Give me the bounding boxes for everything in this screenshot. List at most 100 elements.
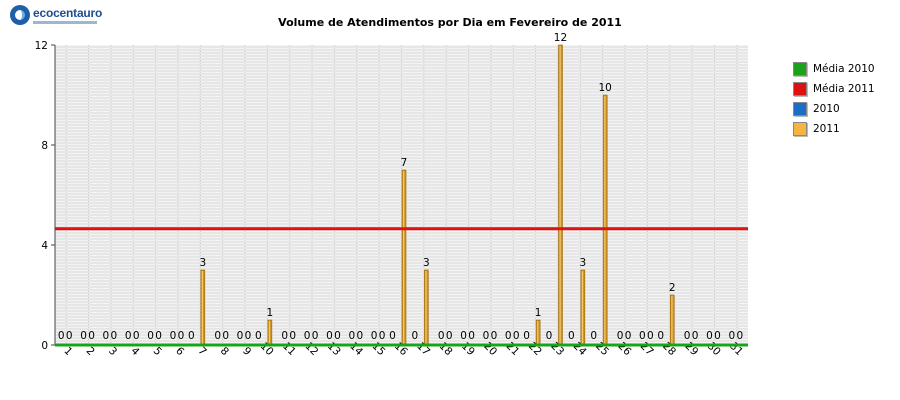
data-label-2010: 0 [371,330,378,342]
logo-tagline-bar [33,21,97,24]
data-label-2010: 0 [706,330,713,342]
data-label-2010: 0 [389,330,396,342]
legend-item: Média 2011 [793,81,893,101]
data-label-2011: 0 [66,330,73,342]
data-label-2011: 0 [289,330,296,342]
data-label-2011: 0 [736,330,743,342]
data-label-2011: 0 [155,330,162,342]
x-tick-label: 8 [218,345,231,358]
data-label-2011: 0 [312,330,319,342]
data-label-2011: 7 [401,157,408,169]
y-tick-label: 0 [41,340,48,352]
data-label-2010: 0 [214,330,221,342]
data-label-2010: 0 [170,330,177,342]
data-label-2011: 12 [554,32,567,44]
bar-2011-highlight [425,271,427,344]
data-label-2010: 0 [188,330,195,342]
bar-2011-highlight [581,271,584,344]
data-label-2011: 3 [423,257,430,269]
data-label-2011: 3 [199,257,206,269]
chart-legend: Média 2010 Média 2011 2010 2011 [793,61,893,141]
data-label-2011: 0 [647,330,654,342]
x-tick-label: 4 [128,345,141,358]
y-tick-label: 12 [35,40,48,52]
data-label-2010: 0 [58,330,65,342]
data-label-2011: 3 [579,257,586,269]
data-label-2011: 0 [513,330,520,342]
bar-2011-highlight [201,271,204,344]
y-tick-label: 4 [41,240,48,252]
legend-swatch [793,122,807,136]
data-label-2011: 0 [468,330,475,342]
data-label-2010: 0 [237,330,244,342]
legend-item: 2011 [793,121,893,141]
legend-item: Média 2010 [793,61,893,81]
data-label-2010: 0 [412,330,419,342]
data-label-2011: 1 [535,307,542,319]
data-label-2011: 0 [446,330,453,342]
data-label-2010: 0 [590,330,597,342]
x-tick-label: 2 [84,345,97,358]
data-label-2011: 0 [379,330,386,342]
data-label-2010: 0 [281,330,288,342]
data-label-2011: 0 [334,330,341,342]
data-label-2011: 0 [491,330,498,342]
bar-2011-highlight [671,296,673,344]
x-tick-label: 9 [240,345,253,358]
data-label-2011: 0 [178,330,185,342]
legend-label: Média 2010 [813,63,875,75]
data-label-2010: 0 [348,330,355,342]
data-label-2010: 0 [639,330,646,342]
data-label-2011: 10 [599,82,612,94]
data-label-2010: 0 [546,330,553,342]
data-label-2010: 0 [617,330,624,342]
logo-text: ecocentauro [33,6,103,20]
data-label-2011: 0 [222,330,229,342]
logo-mark-icon [10,5,30,25]
x-tick-label: 6 [173,345,186,358]
data-label-2011: 0 [625,330,632,342]
bar-2011-highlight [268,321,271,344]
data-label-2011: 0 [88,330,95,342]
data-label-2011: 0 [692,330,699,342]
data-label-2010: 0 [483,330,490,342]
bar-2011-highlight [403,171,405,344]
data-label-2011: 1 [267,307,274,319]
x-tick-label: 3 [106,345,119,358]
legend-label: 2010 [813,103,840,115]
y-tick-label: 8 [41,140,48,152]
data-label-2011: 0 [356,330,363,342]
data-label-2010: 0 [684,330,691,342]
data-label-2011: 0 [111,330,118,342]
bar-2011-highlight [559,46,561,344]
legend-label: Média 2011 [813,83,875,95]
data-label-2010: 0 [326,330,333,342]
x-tick-label: 7 [195,345,208,358]
data-label-2011: 0 [133,330,140,342]
data-label-2011: 0 [245,330,252,342]
data-label-2010: 0 [657,330,664,342]
legend-item: 2010 [793,101,893,121]
data-label-2010: 0 [460,330,467,342]
legend-swatch [793,102,807,116]
data-label-2010: 0 [438,330,445,342]
data-label-2010: 0 [80,330,87,342]
data-label-2010: 0 [125,330,132,342]
data-label-2011: 2 [669,282,676,294]
bar-2011-highlight [604,96,606,344]
data-label-2010: 0 [304,330,311,342]
logo: ecocentauro [10,4,120,28]
data-label-2011: 0 [714,330,721,342]
data-label-2010: 0 [147,330,154,342]
x-tick-label: 5 [151,345,164,358]
bar-2011-highlight [537,321,539,344]
data-label-2010: 0 [568,330,575,342]
legend-label: 2011 [813,123,840,135]
data-label-2010: 0 [523,330,530,342]
data-label-2010: 0 [103,330,110,342]
chart-title: Volume de Atendimentos por Dia em Fevere… [278,16,622,29]
x-tick-label: 1 [61,345,74,358]
data-label-2010: 0 [505,330,512,342]
legend-swatch [793,82,807,96]
